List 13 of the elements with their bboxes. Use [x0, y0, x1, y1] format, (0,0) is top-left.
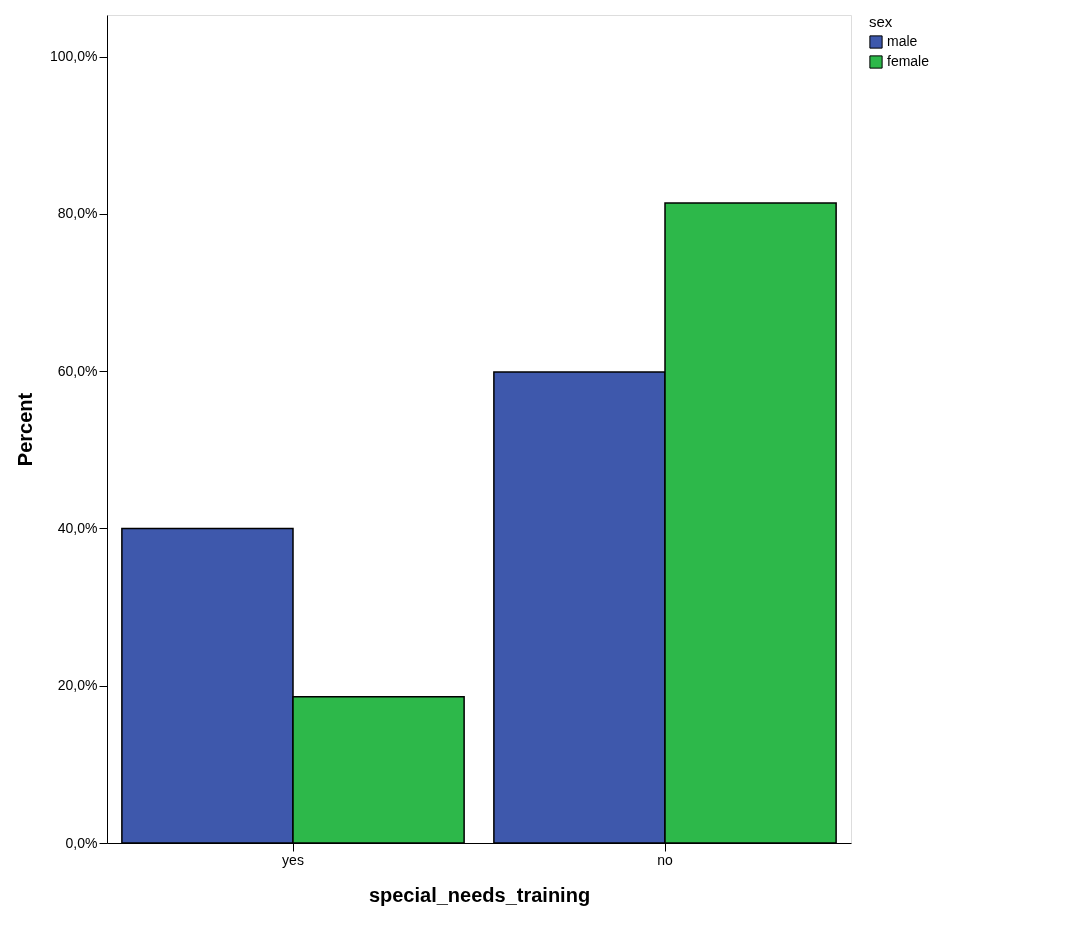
- y-axis-title: Percent: [14, 392, 37, 467]
- legend-label: male: [887, 33, 918, 49]
- y-tick-label: 100,0%: [50, 48, 98, 65]
- y-tick-label: 80,0%: [57, 205, 98, 222]
- legend-title: sex: [869, 13, 893, 30]
- x-tick-label: no: [657, 851, 673, 868]
- x-axis-title: special_needs_training: [368, 883, 591, 906]
- legend-label: female: [887, 53, 930, 69]
- x-tick-label: yes: [282, 851, 304, 868]
- y-tick-label: 60,0%: [57, 362, 98, 379]
- y-tick-label: 40,0%: [57, 519, 98, 536]
- y-tick-label: 0,0%: [65, 834, 98, 851]
- y-tick-label: 20,0%: [57, 677, 98, 694]
